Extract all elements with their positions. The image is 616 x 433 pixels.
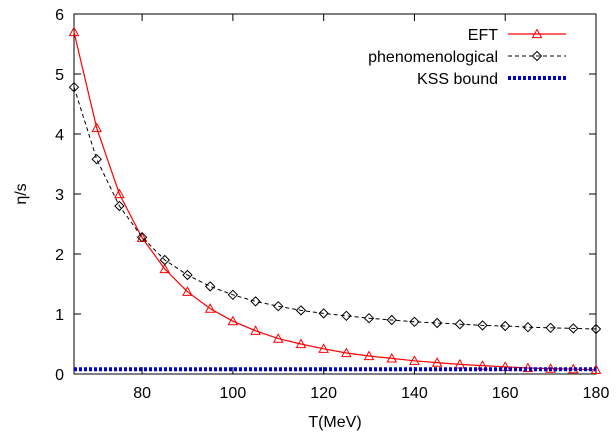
x-tick-label: 160: [492, 385, 519, 402]
x-axis-label: T(MeV): [308, 414, 361, 431]
marker-diamond: [114, 200, 125, 212]
series-line-phenomenological: [73, 87, 597, 330]
marker-diamond: [531, 50, 543, 62]
marker-diamond: [545, 322, 556, 334]
marker-triangle: [182, 286, 193, 296]
marker-triangle: [590, 364, 602, 374]
marker-diamond: [363, 312, 375, 324]
x-tick-label: 80: [133, 385, 151, 402]
y-tick-label: 2: [55, 247, 64, 264]
legend-label-kss-bound: KSS bound: [417, 71, 498, 88]
marker-triangle: [91, 122, 103, 133]
marker-diamond: [431, 317, 443, 329]
marker-diamond: [68, 81, 80, 93]
y-tick-label: 3: [55, 187, 64, 204]
marker-triangle: [531, 28, 543, 39]
marker-triangle: [250, 325, 261, 335]
x-tick-label: 180: [583, 385, 610, 402]
marker-triangle: [386, 352, 398, 363]
legend-label-eft: EFT: [468, 27, 498, 44]
marker-diamond: [454, 318, 466, 330]
marker-diamond: [250, 296, 261, 307]
marker-diamond: [386, 314, 397, 326]
marker-triangle: [114, 188, 125, 199]
y-tick-label: 6: [55, 7, 64, 24]
marker-diamond: [204, 281, 216, 292]
marker-diamond: [295, 305, 307, 316]
axis-ticks: 80 100 120 140 160 180 0 1 2 3 4 5 6: [55, 7, 609, 402]
marker-diamond: [318, 308, 329, 319]
series-layer: [68, 26, 602, 374]
marker-triangle: [545, 363, 556, 373]
marker-triangle: [409, 355, 420, 365]
marker-diamond: [136, 231, 148, 243]
marker-diamond: [500, 320, 511, 332]
legend-label-phenomenological: phenomenological: [368, 49, 498, 66]
marker-diamond: [341, 310, 352, 322]
x-tick-label: 120: [310, 385, 337, 402]
marker-diamond: [159, 254, 170, 266]
marker-triangle: [477, 360, 488, 370]
y-tick-label: 4: [55, 127, 64, 144]
marker-triangle: [340, 347, 352, 358]
marker-triangle: [159, 263, 171, 274]
y-tick-label: 1: [55, 307, 64, 324]
marker-diamond: [409, 316, 420, 328]
plot-frame: [73, 13, 597, 375]
x-tick-label: 100: [220, 385, 247, 402]
legend: EFT phenomenological KSS bound: [368, 27, 566, 88]
marker-diamond: [91, 153, 102, 165]
marker-triangle: [272, 333, 284, 343]
marker-triangle: [68, 26, 80, 37]
marker-diamond: [227, 289, 239, 301]
marker-diamond: [273, 300, 284, 312]
y-tick-label: 5: [55, 67, 64, 84]
marker-diamond: [568, 323, 579, 334]
y-tick-label: 0: [55, 367, 64, 384]
marker-triangle: [431, 357, 443, 367]
marker-triangle: [204, 303, 216, 313]
y-axis-label: η/s: [13, 183, 30, 204]
marker-triangle: [318, 343, 330, 353]
marker-triangle: [295, 338, 307, 349]
series-line-eft: [73, 31, 597, 371]
marker-diamond: [522, 321, 534, 333]
marker-diamond: [477, 320, 488, 331]
marker-diamond: [182, 269, 193, 281]
marker-triangle: [363, 350, 375, 361]
marker-diamond: [590, 323, 602, 335]
marker-triangle: [227, 315, 239, 326]
x-tick-label: 140: [401, 385, 428, 402]
